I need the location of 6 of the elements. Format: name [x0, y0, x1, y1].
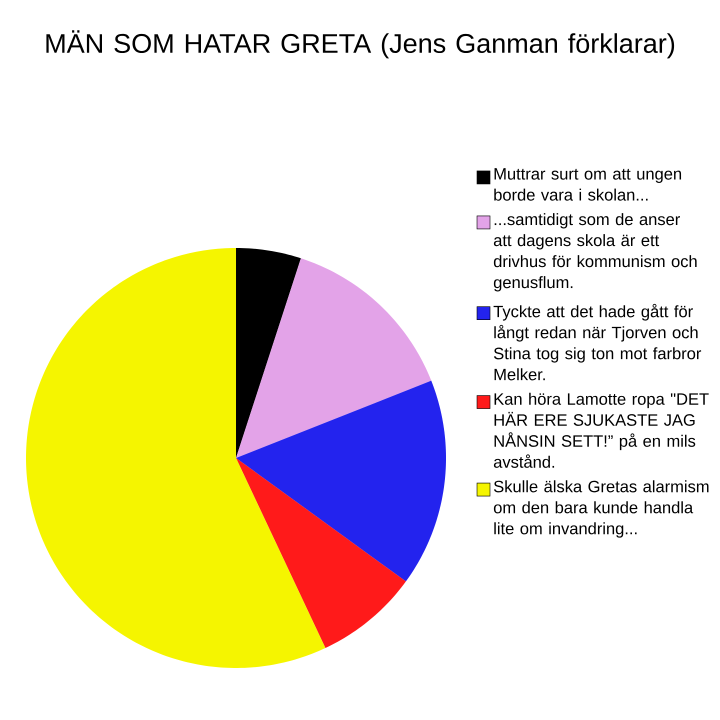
chart-title: MÄN SOM HATAR GRETA (Jens Ganman förklarar)	[46, 30, 674, 58]
legend-label: Skulle älska Gretas alarmism om den bara kunde handla lite om invandring...	[494, 480, 708, 538]
legend-label: Kan höra Lamotte ropa "DET HÄR ERE SJUKASTE JAG NÅNSIN SETT!” på en mils avstånd.	[494, 392, 709, 468]
legend-label: Muttrar surt om att ungen borde vara i skolan...	[494, 168, 682, 201]
legend-label: ...samtidigt som de anser att dagens skola är ett drivhus för kommunism och genusflum.	[494, 213, 697, 292]
legend-label: Tyckte att det hade gått för långt redan när Tjorven och Stina tog sig ton mot farbror Melker.	[494, 304, 702, 380]
